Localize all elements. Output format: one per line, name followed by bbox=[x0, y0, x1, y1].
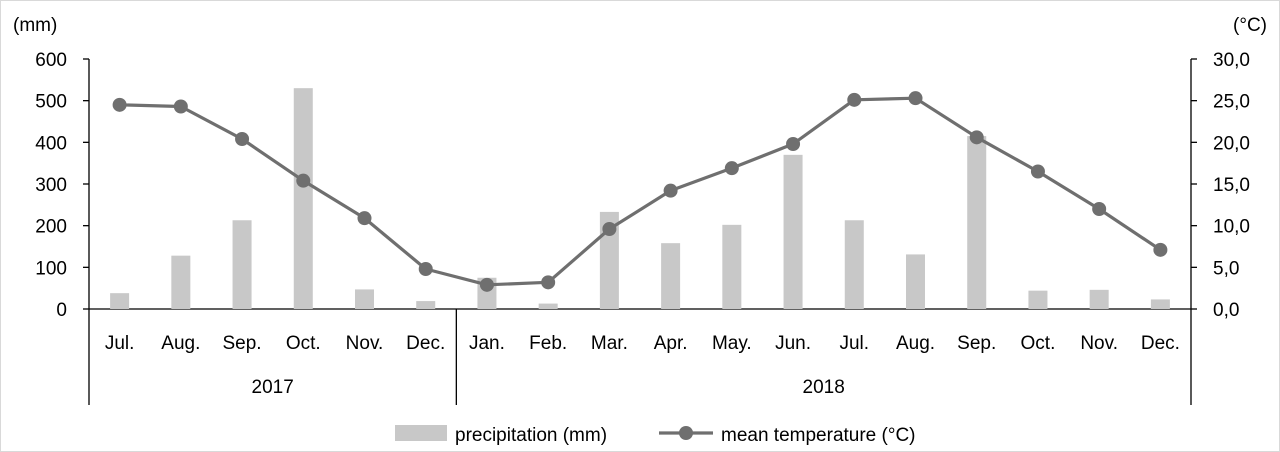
left-tick-label: 600 bbox=[35, 50, 67, 71]
legend-temperature-label: mean temperature (°C) bbox=[721, 425, 916, 446]
left-tick-label: 200 bbox=[35, 217, 67, 238]
temperature-point bbox=[908, 91, 923, 106]
right-tick-label: 20,0 bbox=[1213, 133, 1250, 154]
left-axis-unit: (mm) bbox=[13, 15, 57, 36]
precipitation-bar bbox=[1150, 299, 1170, 309]
temperature-point bbox=[541, 275, 556, 290]
temperature-point bbox=[847, 92, 862, 107]
temperature-point bbox=[1153, 242, 1168, 257]
bars-layer bbox=[110, 88, 1170, 310]
precipitation-bar bbox=[1028, 290, 1048, 309]
temperature-point bbox=[602, 222, 617, 236]
category-label: Oct. bbox=[286, 333, 321, 354]
precipitation-bar bbox=[416, 301, 436, 309]
precipitation-bar bbox=[293, 88, 313, 310]
right-tick-label: 25,0 bbox=[1213, 92, 1250, 113]
category-label: Aug. bbox=[161, 333, 200, 354]
temperature-point bbox=[296, 173, 311, 188]
category-label: Feb. bbox=[529, 333, 567, 354]
temperature-point bbox=[112, 97, 127, 112]
category-label: Jan. bbox=[469, 333, 505, 354]
category-label: Jul. bbox=[105, 333, 135, 354]
year-label: 2018 bbox=[803, 377, 845, 398]
precipitation-bar bbox=[232, 220, 252, 309]
category-label: Jun. bbox=[775, 333, 811, 354]
temperature-point bbox=[479, 277, 494, 292]
category-label: May. bbox=[712, 333, 752, 354]
category-label: Apr. bbox=[654, 333, 688, 354]
temperature-point bbox=[418, 262, 433, 276]
labels-layer: 2017 2018 0 0,0 100 5,0 200 10,0 300 15,0 400 20,0 5… bbox=[13, 15, 1267, 398]
year-label: 2017 bbox=[252, 377, 294, 398]
precipitation-bar bbox=[906, 254, 925, 309]
precipitation-bar bbox=[171, 255, 191, 309]
precipitation-bar bbox=[967, 136, 987, 309]
temperature-point bbox=[663, 183, 678, 198]
right-axis-unit: (°C) bbox=[1233, 15, 1267, 36]
left-tick-label: 100 bbox=[35, 258, 67, 279]
category-label: Dec. bbox=[406, 333, 445, 354]
legend-temperature-marker bbox=[679, 426, 693, 440]
right-tick-label: 10,0 bbox=[1213, 217, 1250, 238]
left-tick-label: 0 bbox=[56, 300, 67, 321]
right-tick-label: 15,0 bbox=[1213, 175, 1250, 196]
category-label: Oct. bbox=[1021, 333, 1056, 354]
temperature-point bbox=[235, 132, 250, 146]
legend: precipitation (mm) mean temperature (°C) bbox=[395, 425, 916, 446]
temperature-point bbox=[1092, 202, 1107, 216]
category-label: Aug. bbox=[896, 333, 935, 354]
legend-precipitation-swatch bbox=[395, 425, 447, 441]
precipitation-bar bbox=[110, 293, 130, 309]
temperature-point bbox=[786, 137, 801, 151]
category-label: Nov. bbox=[346, 333, 384, 354]
category-label: Jul. bbox=[839, 333, 869, 354]
left-tick-label: 400 bbox=[35, 133, 67, 154]
right-tick-label: 5,0 bbox=[1213, 258, 1239, 279]
category-label: Mar. bbox=[591, 333, 628, 354]
left-tick-label: 500 bbox=[35, 92, 67, 113]
temperature-point bbox=[173, 99, 188, 114]
precipitation-bar bbox=[599, 211, 619, 309]
left-tick-label: 300 bbox=[35, 175, 67, 196]
precipitation-bar bbox=[1089, 289, 1109, 309]
precipitation-bar bbox=[722, 224, 742, 309]
temperature-point bbox=[724, 161, 739, 176]
precipitation-bar bbox=[844, 220, 864, 309]
precipitation-bar bbox=[661, 243, 681, 309]
category-label: Dec. bbox=[1141, 333, 1180, 354]
category-label: Sep. bbox=[957, 333, 996, 354]
legend-precipitation-label: precipitation (mm) bbox=[455, 425, 607, 446]
temperature-point bbox=[1030, 164, 1045, 179]
right-tick-label: 30,0 bbox=[1213, 50, 1250, 71]
precipitation-bar bbox=[355, 289, 374, 309]
right-tick-label: 0,0 bbox=[1213, 300, 1239, 321]
temperature-line bbox=[119, 96, 1162, 287]
category-label: Nov. bbox=[1080, 333, 1118, 354]
temperature-point bbox=[969, 130, 984, 145]
temperature-point bbox=[357, 211, 372, 226]
precipitation-bar bbox=[783, 154, 803, 309]
axes-layer bbox=[83, 58, 1197, 405]
line-layer bbox=[112, 91, 1168, 292]
category-label: Sep. bbox=[223, 333, 262, 354]
precipitation-bar bbox=[538, 303, 558, 309]
